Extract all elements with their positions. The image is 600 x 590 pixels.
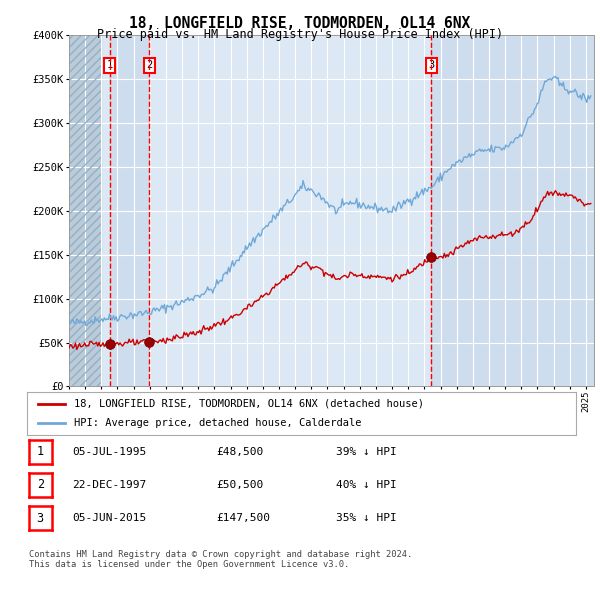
Text: Contains HM Land Registry data © Crown copyright and database right 2024.
This d: Contains HM Land Registry data © Crown c… bbox=[29, 550, 412, 569]
Bar bbox=[110, 35, 149, 386]
Text: £50,500: £50,500 bbox=[216, 480, 263, 490]
Text: 1: 1 bbox=[106, 60, 113, 70]
Text: 05-JUN-2015: 05-JUN-2015 bbox=[72, 513, 146, 523]
Text: 35% ↓ HPI: 35% ↓ HPI bbox=[336, 513, 397, 523]
Bar bbox=[431, 35, 594, 386]
Text: 05-JUL-1995: 05-JUL-1995 bbox=[72, 447, 146, 457]
Text: 22-DEC-1997: 22-DEC-1997 bbox=[72, 480, 146, 490]
Text: 2: 2 bbox=[37, 478, 44, 491]
Bar bbox=[69, 35, 101, 386]
Text: £147,500: £147,500 bbox=[216, 513, 270, 523]
Text: Price paid vs. HM Land Registry's House Price Index (HPI): Price paid vs. HM Land Registry's House … bbox=[97, 28, 503, 41]
Text: 3: 3 bbox=[37, 512, 44, 525]
Text: 39% ↓ HPI: 39% ↓ HPI bbox=[336, 447, 397, 457]
Text: 3: 3 bbox=[428, 60, 434, 70]
Text: 2: 2 bbox=[146, 60, 152, 70]
Bar bbox=[69, 35, 101, 386]
Text: 40% ↓ HPI: 40% ↓ HPI bbox=[336, 480, 397, 490]
Text: 18, LONGFIELD RISE, TODMORDEN, OL14 6NX (detached house): 18, LONGFIELD RISE, TODMORDEN, OL14 6NX … bbox=[74, 399, 424, 409]
Text: 1: 1 bbox=[37, 445, 44, 458]
Text: £48,500: £48,500 bbox=[216, 447, 263, 457]
Text: 18, LONGFIELD RISE, TODMORDEN, OL14 6NX: 18, LONGFIELD RISE, TODMORDEN, OL14 6NX bbox=[130, 16, 470, 31]
Text: HPI: Average price, detached house, Calderdale: HPI: Average price, detached house, Cald… bbox=[74, 418, 361, 428]
